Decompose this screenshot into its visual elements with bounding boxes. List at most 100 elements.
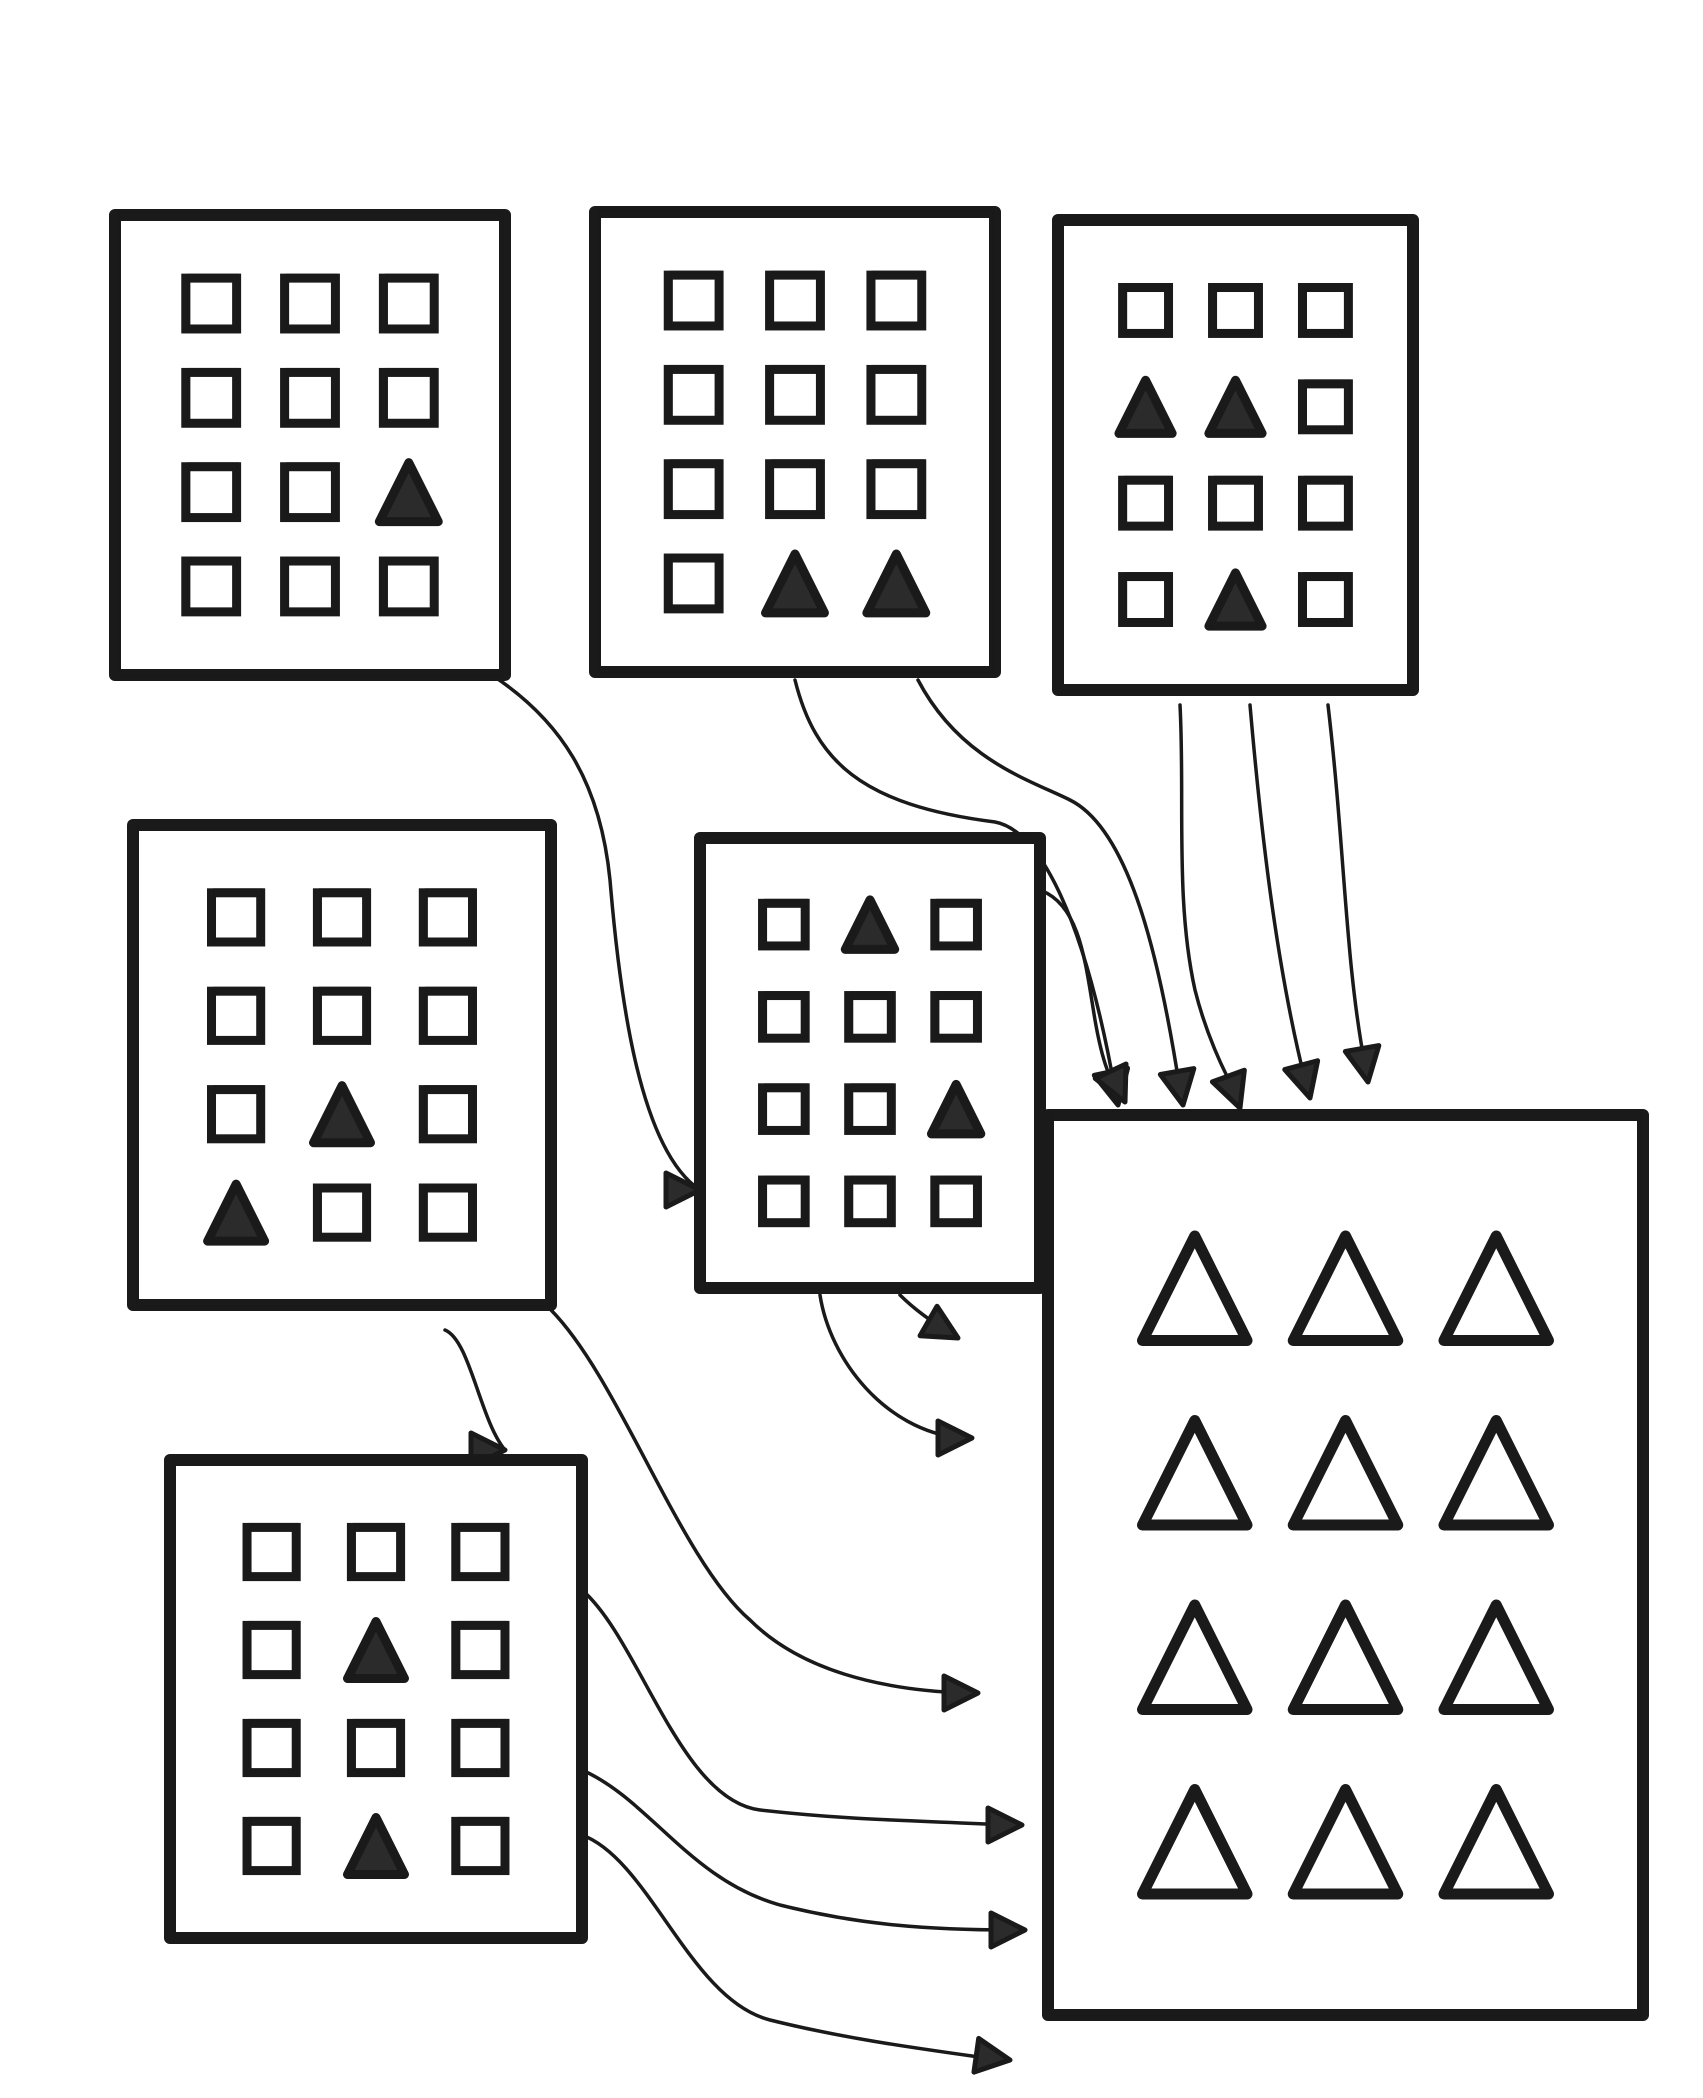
square-icon-sketch bbox=[213, 888, 264, 943]
square-icon-sketch bbox=[248, 1620, 299, 1676]
arrowhead-icon bbox=[1342, 1043, 1382, 1085]
outline-triangle-icon bbox=[1287, 1599, 1404, 1715]
square-icon-sketch bbox=[286, 556, 338, 613]
panel-frame-sketch bbox=[172, 1455, 582, 1941]
arrowhead-icon bbox=[1092, 1061, 1129, 1105]
square-icon-sketch bbox=[1303, 283, 1351, 334]
square-icon-sketch bbox=[318, 1183, 370, 1238]
arrowhead-icon bbox=[935, 1418, 975, 1458]
square-icon-sketch bbox=[286, 367, 338, 424]
panel-layer bbox=[109, 206, 1649, 2021]
square-icon-sketch bbox=[1124, 572, 1172, 623]
square-icon-sketch bbox=[850, 1175, 894, 1224]
square-icon-sketch bbox=[850, 1083, 894, 1131]
source-6-panel bbox=[164, 1454, 588, 1944]
square-icon-sketch bbox=[457, 1816, 508, 1872]
arrowhead-icon bbox=[1282, 1058, 1321, 1101]
square-icon-sketch bbox=[1303, 572, 1351, 623]
square-icon-sketch bbox=[352, 1718, 404, 1774]
connector-arrow bbox=[1038, 888, 1129, 1105]
square-icon-sketch bbox=[936, 898, 980, 947]
source-4-panel bbox=[127, 819, 557, 1311]
square-icon-sketch bbox=[669, 270, 722, 327]
target-panel bbox=[1042, 1109, 1649, 2021]
connector-arrow bbox=[580, 1588, 1025, 1845]
connector-arrow bbox=[1178, 703, 1247, 1111]
filled-triangle-icon bbox=[926, 1079, 986, 1139]
square-icon-sketch bbox=[1124, 283, 1172, 334]
source-2-panel bbox=[589, 206, 1001, 678]
square-icon-sketch bbox=[187, 273, 240, 330]
square-icon-sketch bbox=[669, 364, 722, 421]
outline-triangle-icon bbox=[1438, 1230, 1554, 1346]
arrowhead-icon bbox=[663, 1170, 703, 1210]
square-icon-sketch bbox=[1303, 475, 1351, 527]
filled-triangle-icon bbox=[1204, 568, 1267, 631]
connector-line bbox=[580, 1833, 1002, 2062]
outline-triangle-icon bbox=[1137, 1415, 1253, 1531]
connector-line bbox=[443, 1328, 507, 1452]
square-icon-sketch bbox=[318, 986, 370, 1041]
square-icon-sketch bbox=[384, 273, 437, 330]
square-icon-sketch bbox=[872, 459, 925, 516]
outline-triangle-icon bbox=[1137, 1599, 1253, 1715]
connector-arrow bbox=[898, 1293, 961, 1341]
filled-triangle-icon bbox=[1204, 375, 1267, 438]
square-icon-sketch bbox=[248, 1718, 299, 1774]
filled-triangle-icon bbox=[1114, 375, 1177, 438]
square-icon-sketch bbox=[1303, 379, 1351, 431]
connector-arrow bbox=[549, 1308, 981, 1713]
connector-line bbox=[549, 1308, 967, 1695]
square-icon-sketch bbox=[248, 1522, 299, 1578]
connector-layer bbox=[443, 673, 1382, 2075]
connector-line bbox=[818, 1293, 962, 1440]
square-icon-sketch bbox=[424, 986, 475, 1041]
square-icon-sketch bbox=[771, 459, 823, 516]
filled-triangle-icon bbox=[862, 549, 931, 618]
square-icon-sketch bbox=[457, 1718, 508, 1774]
outline-triangle-icon bbox=[1438, 1415, 1554, 1531]
square-icon-sketch bbox=[457, 1522, 508, 1578]
filled-triangle-icon bbox=[761, 549, 829, 618]
panel-frame-sketch bbox=[1060, 215, 1413, 693]
arrowhead-icon bbox=[1157, 1066, 1197, 1108]
filled-triangle-icon bbox=[343, 1812, 409, 1879]
outline-triangle-icon bbox=[1438, 1784, 1554, 1900]
outline-triangle-icon bbox=[1438, 1599, 1554, 1715]
square-icon-sketch bbox=[669, 553, 722, 610]
filled-triangle-icon bbox=[203, 1179, 270, 1246]
connector-arrow bbox=[490, 673, 703, 1210]
square-icon-sketch bbox=[764, 991, 808, 1039]
square-icon-sketch bbox=[248, 1816, 299, 1872]
square-icon-sketch bbox=[384, 367, 437, 424]
square-icon-sketch bbox=[457, 1620, 508, 1676]
source-1-panel bbox=[109, 209, 511, 681]
outline-triangle-icon bbox=[1287, 1415, 1404, 1531]
arrowhead-icon bbox=[988, 1910, 1028, 1950]
connector-arrow bbox=[818, 1293, 975, 1458]
square-icon-sketch bbox=[771, 364, 823, 421]
connector-arrow bbox=[1248, 703, 1321, 1101]
square-icon-sketch bbox=[669, 459, 722, 516]
arrowhead-icon bbox=[917, 1303, 961, 1341]
connector-line bbox=[1248, 703, 1307, 1082]
outline-triangle-icon bbox=[1137, 1230, 1253, 1346]
square-icon-sketch bbox=[1124, 475, 1172, 527]
square-icon-sketch bbox=[213, 1085, 264, 1140]
square-icon-sketch bbox=[872, 364, 925, 421]
square-icon-sketch bbox=[424, 1085, 475, 1140]
square-icon-sketch bbox=[286, 462, 338, 519]
square-icon-sketch bbox=[764, 1175, 808, 1224]
connector-line bbox=[580, 1588, 1012, 1827]
connector-line bbox=[490, 673, 702, 1192]
square-icon-sketch bbox=[384, 556, 437, 613]
connector-arrow bbox=[580, 1833, 1013, 2075]
square-icon-sketch bbox=[872, 270, 925, 327]
connector-arrow bbox=[443, 1328, 508, 1470]
connector-arrow bbox=[916, 678, 1197, 1108]
panel-frame-sketch bbox=[702, 833, 1040, 1291]
connector-arrow bbox=[580, 1768, 1028, 1950]
square-icon-sketch bbox=[424, 1183, 475, 1238]
filled-triangle-icon bbox=[840, 895, 900, 954]
